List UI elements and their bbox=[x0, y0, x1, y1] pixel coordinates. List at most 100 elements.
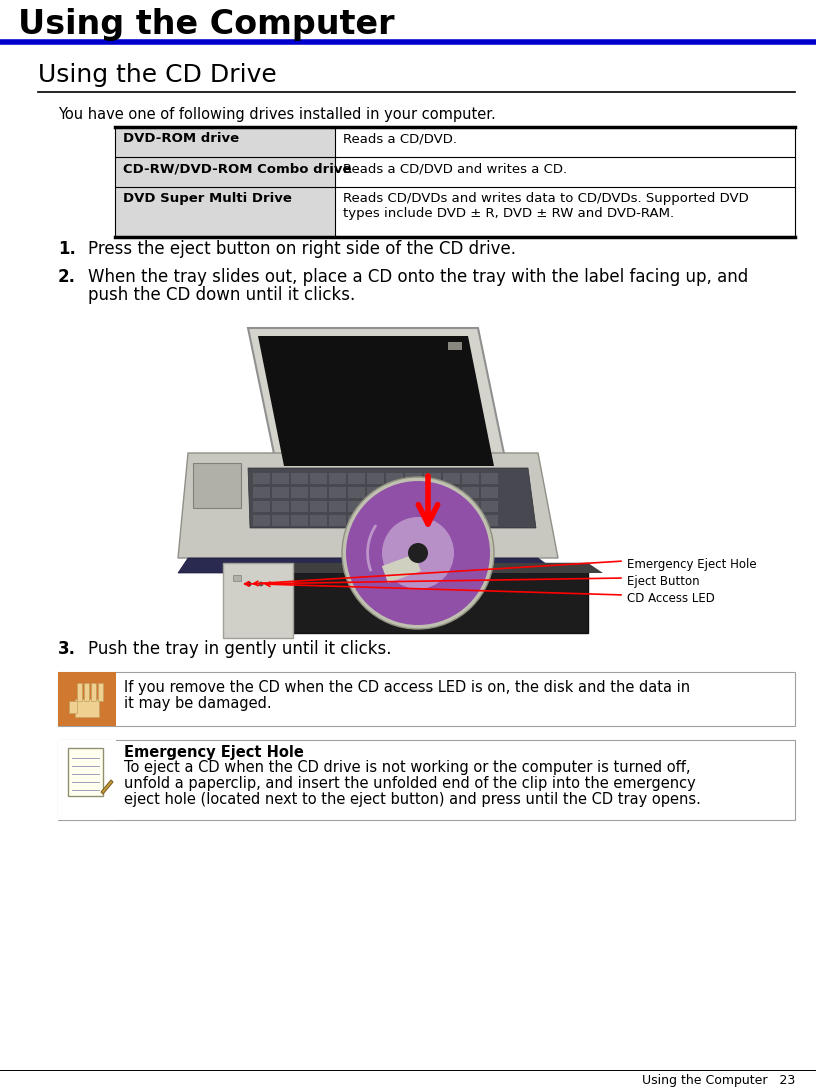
Bar bbox=[253, 501, 270, 512]
Bar bbox=[115, 187, 335, 237]
Text: CD Access LED: CD Access LED bbox=[627, 592, 715, 606]
Bar bbox=[272, 501, 289, 512]
Text: types include DVD ± R, DVD ± RW and DVD-RAM.: types include DVD ± R, DVD ± RW and DVD-… bbox=[343, 207, 674, 220]
Bar bbox=[272, 487, 289, 497]
Bar bbox=[291, 473, 308, 484]
Bar bbox=[481, 473, 498, 484]
Bar bbox=[386, 487, 403, 497]
Text: push the CD down until it clicks.: push the CD down until it clicks. bbox=[88, 286, 355, 304]
Bar bbox=[91, 683, 96, 702]
Circle shape bbox=[259, 582, 263, 586]
Text: Eject Button: Eject Button bbox=[627, 575, 699, 588]
Bar bbox=[233, 575, 241, 582]
Bar bbox=[424, 501, 441, 512]
Bar bbox=[193, 463, 241, 508]
Text: Using the CD Drive: Using the CD Drive bbox=[38, 63, 277, 87]
Bar bbox=[168, 308, 618, 620]
Bar bbox=[443, 515, 460, 526]
Bar bbox=[291, 515, 308, 526]
Bar bbox=[424, 473, 441, 484]
Bar bbox=[386, 515, 403, 526]
Bar bbox=[253, 487, 270, 497]
Bar bbox=[115, 157, 335, 187]
Text: If you remove the CD when the CD access LED is on, the disk and the data in: If you remove the CD when the CD access … bbox=[124, 680, 690, 695]
Bar bbox=[481, 501, 498, 512]
Bar bbox=[348, 473, 365, 484]
Bar bbox=[329, 487, 346, 497]
Bar bbox=[462, 515, 479, 526]
Text: CD-RW/DVD-ROM Combo drive: CD-RW/DVD-ROM Combo drive bbox=[123, 161, 352, 175]
Bar bbox=[253, 515, 270, 526]
Bar bbox=[462, 501, 479, 512]
Polygon shape bbox=[258, 336, 494, 466]
Bar bbox=[462, 473, 479, 484]
Bar bbox=[335, 157, 795, 187]
Bar bbox=[58, 672, 795, 726]
Bar bbox=[367, 501, 384, 512]
Text: To eject a CD when the CD drive is not working or the computer is turned off,: To eject a CD when the CD drive is not w… bbox=[124, 760, 690, 775]
Bar bbox=[448, 341, 462, 350]
Bar bbox=[272, 515, 289, 526]
Bar bbox=[348, 515, 365, 526]
Bar bbox=[424, 487, 441, 497]
Text: DVD Super Multi Drive: DVD Super Multi Drive bbox=[123, 192, 292, 205]
Bar bbox=[329, 501, 346, 512]
Text: Emergency Eject Hole: Emergency Eject Hole bbox=[627, 558, 756, 571]
Bar bbox=[462, 487, 479, 497]
Bar bbox=[405, 501, 422, 512]
Circle shape bbox=[382, 517, 454, 589]
Bar bbox=[329, 473, 346, 484]
Polygon shape bbox=[101, 780, 113, 794]
Bar bbox=[310, 473, 327, 484]
Bar bbox=[386, 473, 403, 484]
Bar bbox=[77, 683, 82, 702]
Text: Using the Computer   23: Using the Computer 23 bbox=[641, 1074, 795, 1087]
Text: Using the Computer: Using the Computer bbox=[18, 8, 394, 41]
Polygon shape bbox=[248, 328, 508, 473]
Circle shape bbox=[342, 477, 494, 630]
Text: unfold a paperclip, and insert the unfolded end of the clip into the emergency: unfold a paperclip, and insert the unfol… bbox=[124, 776, 696, 791]
Bar bbox=[84, 683, 89, 702]
Bar bbox=[228, 563, 588, 633]
Polygon shape bbox=[178, 453, 558, 558]
Text: You have one of following drives installed in your computer.: You have one of following drives install… bbox=[58, 107, 496, 122]
Polygon shape bbox=[223, 563, 603, 573]
Text: 3.: 3. bbox=[58, 640, 76, 658]
Bar bbox=[386, 501, 403, 512]
Bar bbox=[367, 473, 384, 484]
Bar bbox=[481, 515, 498, 526]
Text: Push the tray in gently until it clicks.: Push the tray in gently until it clicks. bbox=[88, 640, 392, 658]
Bar bbox=[405, 473, 422, 484]
Bar bbox=[329, 515, 346, 526]
Polygon shape bbox=[248, 468, 536, 528]
Bar bbox=[443, 501, 460, 512]
Text: Reads a CD/DVD and writes a CD.: Reads a CD/DVD and writes a CD. bbox=[343, 161, 567, 175]
Bar bbox=[424, 515, 441, 526]
Bar bbox=[58, 740, 116, 820]
Polygon shape bbox=[178, 558, 558, 573]
Bar bbox=[481, 487, 498, 497]
Text: Press the eject button on right side of the CD drive.: Press the eject button on right side of … bbox=[88, 240, 516, 257]
Bar bbox=[335, 127, 795, 157]
Bar bbox=[291, 487, 308, 497]
Bar bbox=[68, 748, 103, 796]
Text: 2.: 2. bbox=[58, 268, 76, 286]
Text: Emergency Eject Hole: Emergency Eject Hole bbox=[124, 745, 304, 760]
Bar bbox=[310, 501, 327, 512]
Text: When the tray slides out, place a CD onto the tray with the label facing up, and: When the tray slides out, place a CD ont… bbox=[88, 268, 748, 286]
Bar bbox=[98, 683, 103, 702]
Bar bbox=[253, 473, 270, 484]
Bar bbox=[58, 740, 795, 820]
Bar bbox=[348, 501, 365, 512]
Bar bbox=[272, 473, 289, 484]
Bar bbox=[335, 187, 795, 237]
Bar bbox=[348, 487, 365, 497]
Bar bbox=[75, 699, 99, 717]
Bar bbox=[405, 487, 422, 497]
Text: Reads a CD/DVD.: Reads a CD/DVD. bbox=[343, 132, 457, 145]
Bar bbox=[58, 672, 116, 726]
Bar bbox=[310, 487, 327, 497]
Circle shape bbox=[247, 582, 251, 586]
Bar bbox=[115, 127, 335, 157]
Text: it may be damaged.: it may be damaged. bbox=[124, 696, 272, 711]
